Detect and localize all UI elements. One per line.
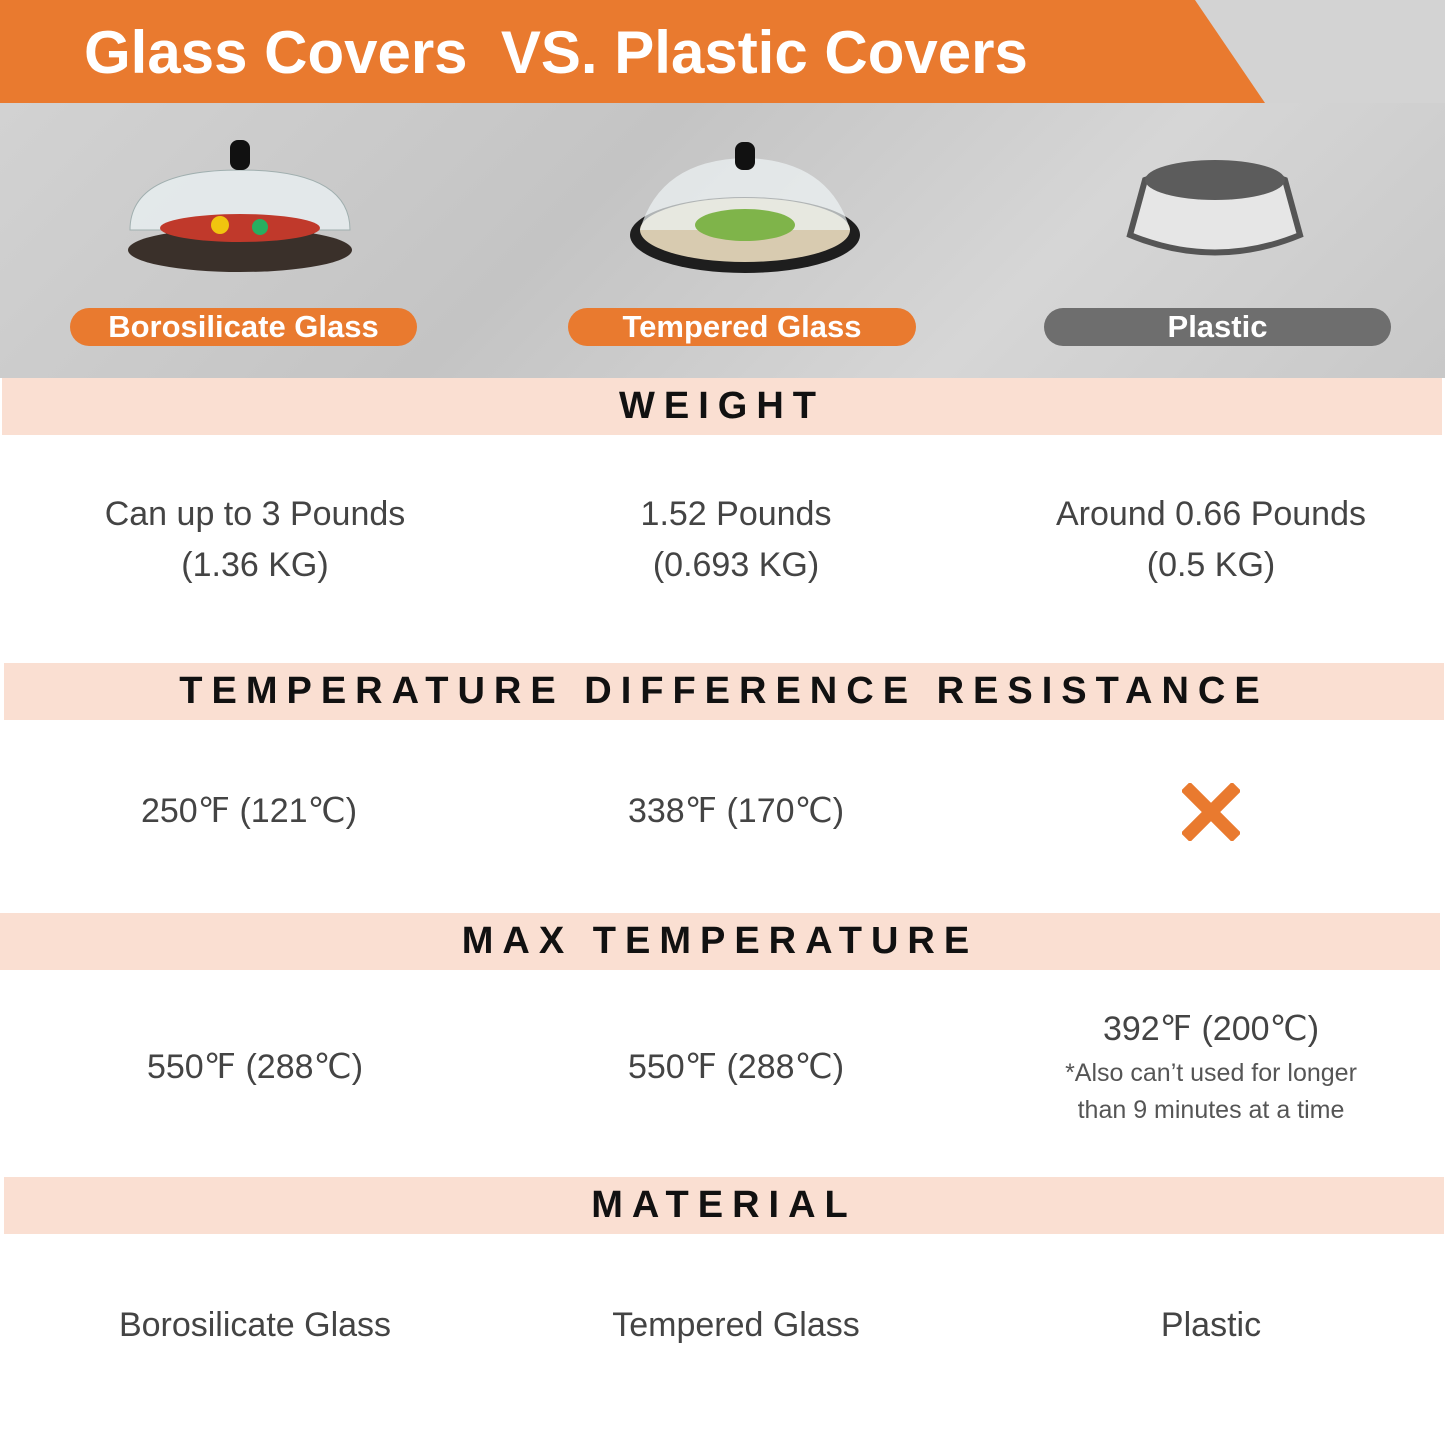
weight-value: Can up to 3 Pounds [104,495,406,533]
temp-diff-tempered: 338℉ (170℃) [627,792,845,830]
page-title: Glass Covers VS. Plastic Covers [84,19,1028,86]
max-temp-tempered: 550℉ (288℃) [627,1048,845,1086]
section-heading-material: MATERIAL [4,1177,1444,1234]
weight-plastic: Around 0.66 Pounds (0.5 KG) [971,489,1445,591]
section-heading-max-temperature: MAX TEMPERATURE [0,913,1440,970]
borosilicate-glass-label: Borosilicate Glass [70,308,417,346]
weight-tempered: 1.52 Pounds (0.693 KG) [496,489,976,591]
cross-icon [1182,783,1240,841]
material-plastic: Plastic [1160,1306,1262,1344]
max-temp-value: 392℉ (200℃) [1102,1010,1320,1048]
max-temp-note-line2: than 9 minutes at a time [1077,1096,1345,1124]
borosilicate-glass-lid-image [128,140,352,272]
max-temp-note-line1: *Also can’t used for longer [1065,1059,1357,1087]
material-borosilicate: Borosilicate Glass [118,1306,392,1344]
plastic-label: Plastic [1044,308,1391,346]
tempered-glass-lid-image [630,142,860,273]
plastic-cover-image [1126,160,1304,256]
weight-value: Around 0.66 Pounds [1055,495,1367,533]
max-temp-plastic: 392℉ (200℃) *Also can’t used for longer … [971,1004,1445,1129]
tempered-glass-label: Tempered Glass [568,308,916,346]
weight-value: 1.52 Pounds [640,495,832,533]
header-banner [0,0,1265,103]
weight-value-kg: (1.36 KG) [181,546,329,584]
temp-diff-borosilicate: 250℉ (121℃) [140,792,358,830]
section-heading-temperature-difference: TEMPERATURE DIFFERENCE RESISTANCE [4,663,1444,720]
material-tempered: Tempered Glass [612,1306,860,1344]
weight-value-kg: (0.693 KG) [652,546,820,584]
section-heading-weight: WEIGHT [2,378,1442,435]
weight-value-kg: (0.5 KG) [1146,546,1276,584]
weight-borosilicate: Can up to 3 Pounds (1.36 KG) [15,489,495,591]
max-temp-borosilicate: 550℉ (288℃) [146,1048,364,1086]
